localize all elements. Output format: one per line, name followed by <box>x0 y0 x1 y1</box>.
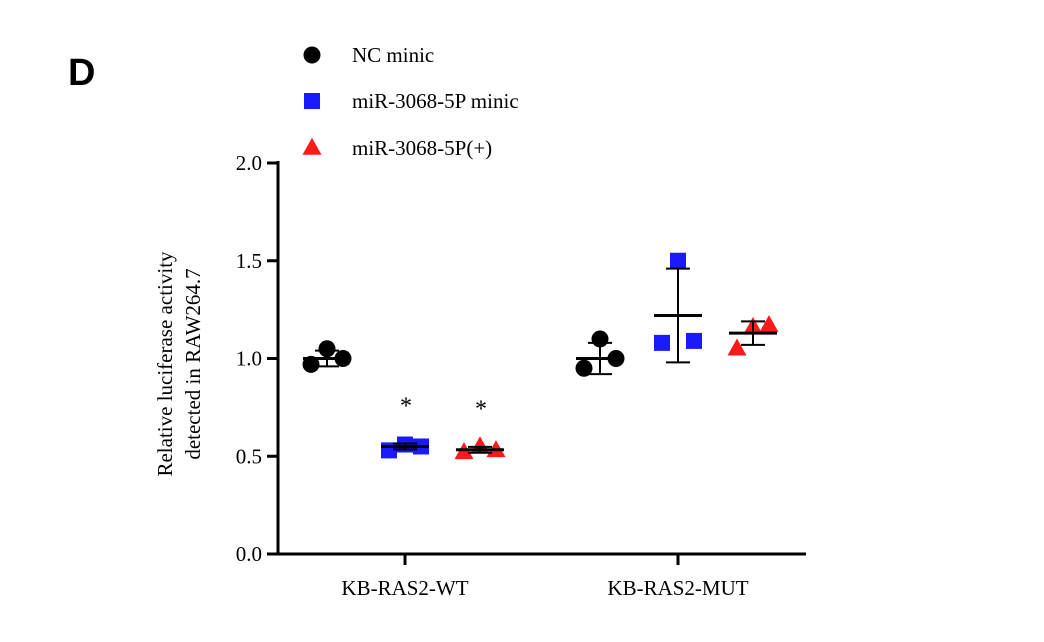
significance-star: * <box>475 396 487 422</box>
data-point <box>686 332 702 349</box>
data-point <box>759 315 779 333</box>
significance-star: * <box>400 394 412 420</box>
y-tick-label: 1.5 <box>236 249 262 273</box>
group-3-2 <box>727 315 779 356</box>
x-tick-label: KB-RAS2-MUT <box>607 576 748 600</box>
legend-label-2: miR-3068-5P minic <box>352 89 519 113</box>
data-point <box>302 355 320 373</box>
group-3-1: * <box>454 396 506 460</box>
legend-marker-1 <box>303 46 321 64</box>
legend-marker-2 <box>304 93 320 109</box>
panel-label: D <box>68 52 96 94</box>
y-axis-label: Relative luciferase activity detected in … <box>153 251 205 477</box>
group-1-1 <box>302 340 352 373</box>
legend: NC minic miR-3068-5P minic miR-3068-5P(+) <box>302 43 519 160</box>
y-tick-label: 0.0 <box>236 542 262 566</box>
y-tick-label: 1.0 <box>236 347 262 371</box>
y-tick-label: 0.5 <box>236 444 262 468</box>
x-axis: KB-RAS2-WT KB-RAS2-MUT <box>276 552 806 600</box>
data-marks: * * <box>302 252 779 460</box>
group-2-2 <box>654 252 702 364</box>
group-1-2 <box>575 330 625 377</box>
legend-label-3: miR-3068-5P(+) <box>352 136 492 160</box>
y-axis: 0.0 0.5 1.0 1.5 2.0 <box>236 151 280 566</box>
data-point <box>654 334 670 351</box>
data-point <box>318 340 336 358</box>
legend-marker-3 <box>302 137 322 155</box>
y-axis-label-line-1: Relative luciferase activity <box>153 251 177 477</box>
y-axis-label-line-2: detected in RAW264.7 <box>181 268 205 459</box>
data-point <box>727 338 747 356</box>
legend-label-1: NC minic <box>352 43 434 67</box>
data-point <box>670 252 686 269</box>
x-tick-label: KB-RAS2-WT <box>341 576 468 600</box>
y-tick-label: 2.0 <box>236 151 262 175</box>
group-2-1: * <box>381 394 429 459</box>
data-point <box>575 359 593 377</box>
